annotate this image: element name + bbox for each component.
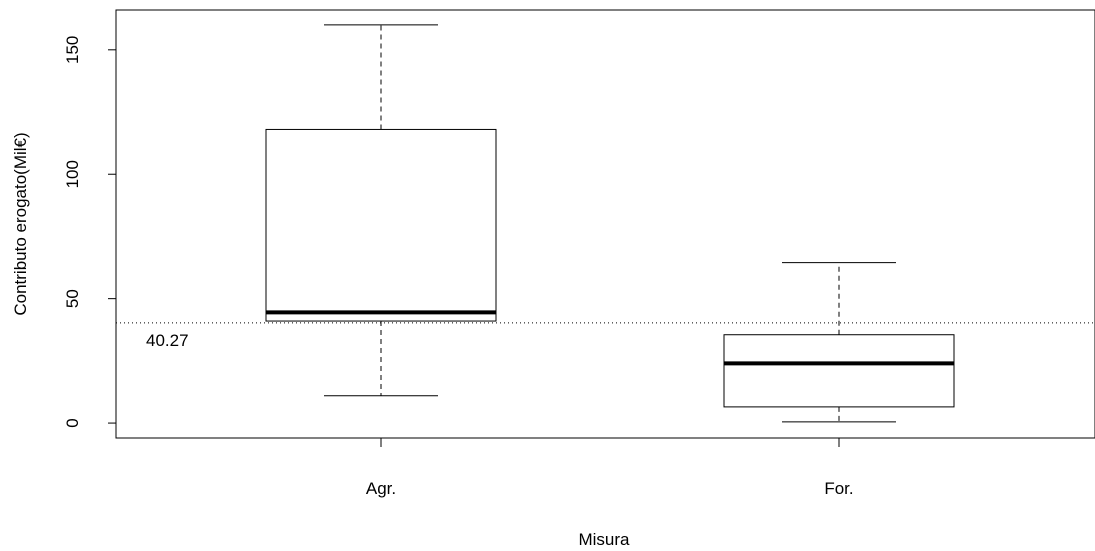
x-tick-label: Agr.: [366, 479, 396, 498]
box: [723, 334, 955, 408]
reference-line-label: 40.27: [146, 331, 189, 350]
y-tick-label: 100: [63, 160, 82, 188]
y-tick-label: 50: [63, 289, 82, 308]
box: [265, 128, 497, 322]
x-axis-label: Misura: [578, 530, 630, 549]
y-axis-label: Contributo erogato(Mil€): [11, 132, 30, 315]
y-tick-label: 150: [63, 36, 82, 64]
x-tick-label: For.: [824, 479, 853, 498]
y-tick-label: 0: [63, 418, 82, 427]
